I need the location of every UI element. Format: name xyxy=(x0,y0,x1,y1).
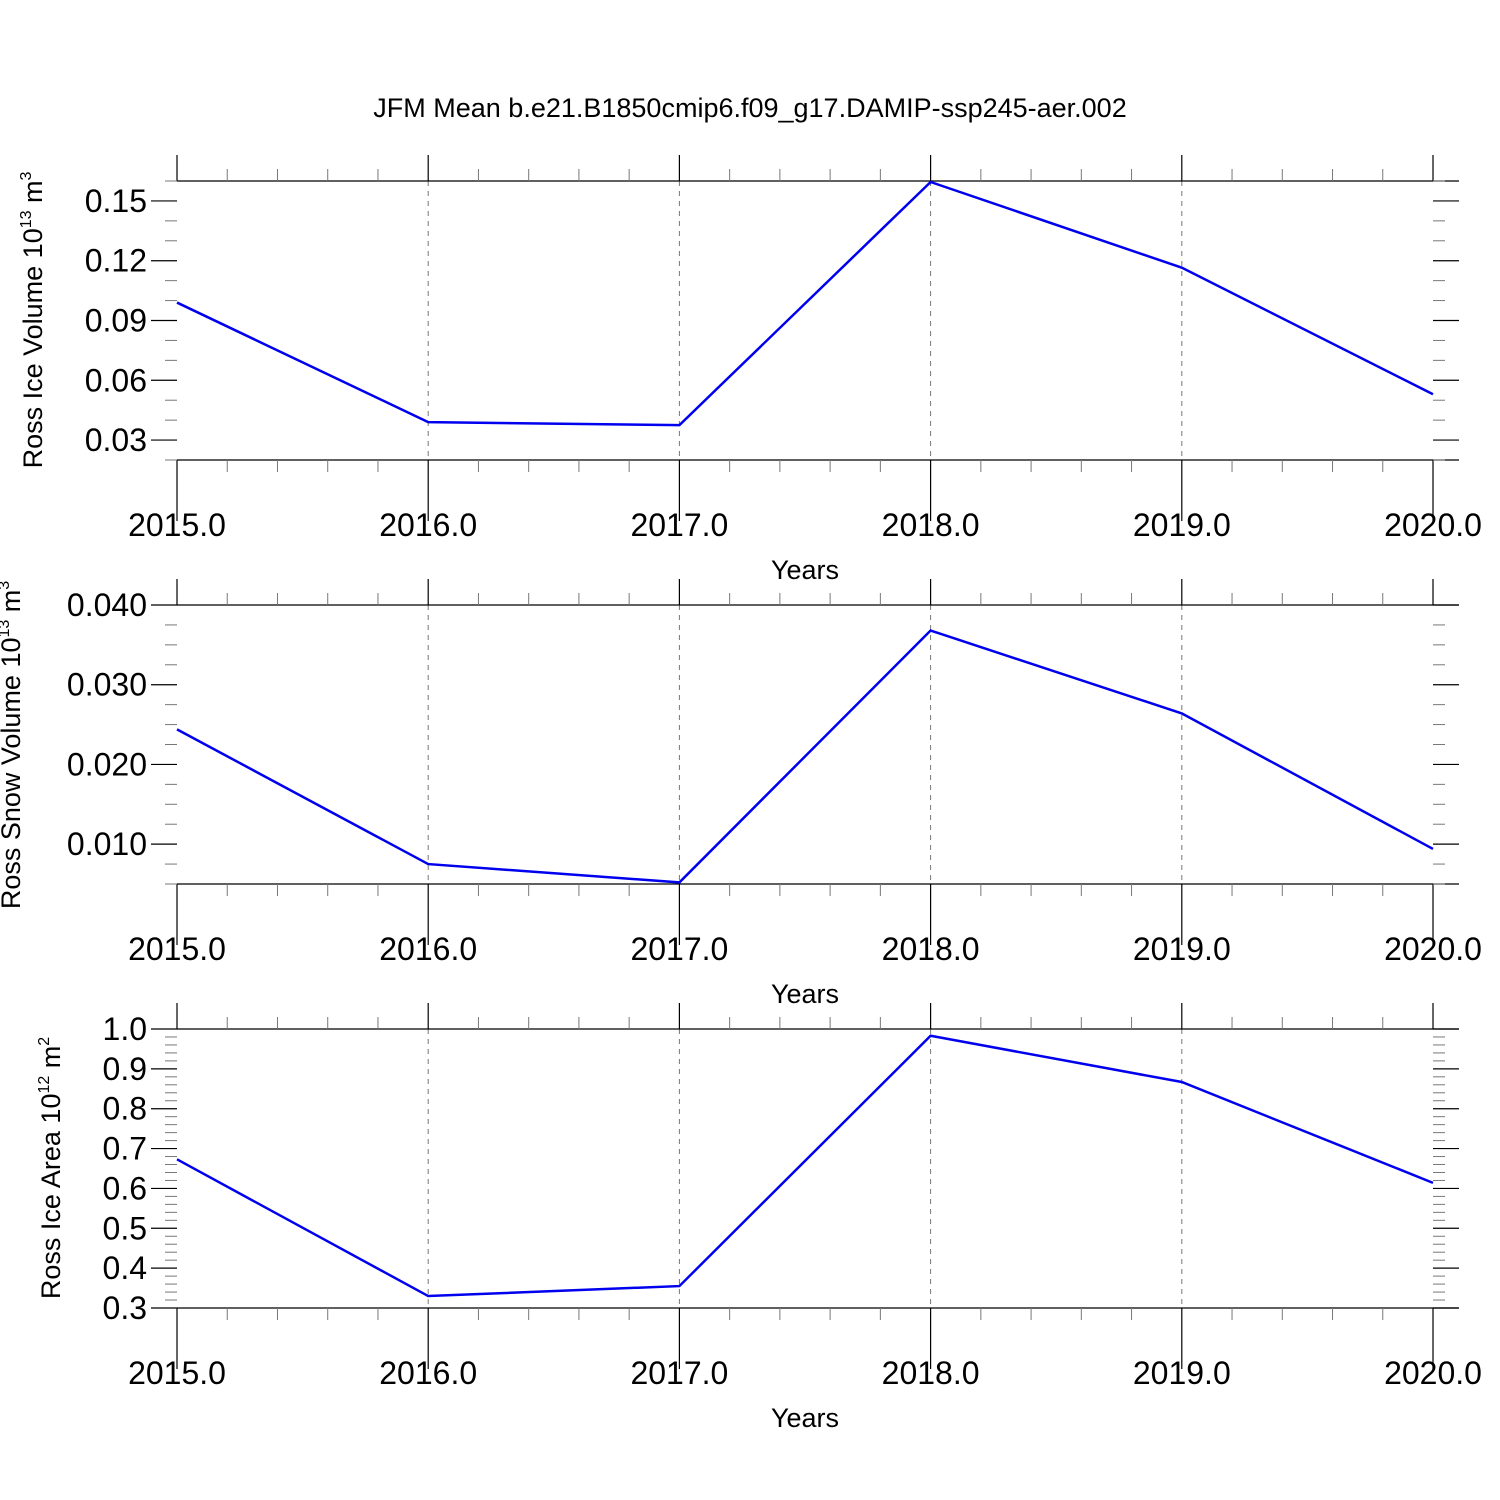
y-tick-label: 0.5 xyxy=(103,1210,147,1246)
x-tick-label: 2018.0 xyxy=(882,1355,980,1391)
y-tick-label: 0.020 xyxy=(67,746,147,782)
y-tick-label: 0.15 xyxy=(85,183,147,219)
y-tick-label: 0.9 xyxy=(103,1051,147,1087)
y-tick-label: 0.03 xyxy=(85,422,147,458)
x-tick-label: 2016.0 xyxy=(379,507,477,543)
y-tick-label: 0.040 xyxy=(67,587,147,623)
y-tick-label: 0.030 xyxy=(67,667,147,703)
y-axis-title: Ross Ice Area 1012 m2 xyxy=(36,1037,66,1299)
y-tick-label: 0.6 xyxy=(103,1170,147,1206)
chart-title: JFM Mean b.e21.B1850cmip6.f09_g17.DAMIP-… xyxy=(373,93,1126,123)
x-tick-label: 2019.0 xyxy=(1133,931,1231,967)
x-tick-label: 2017.0 xyxy=(630,931,728,967)
panel-2: 0.010 0.020 0.030 0.040 2015.0 2016.0 2017.0 20… xyxy=(0,579,1482,1009)
y-tick-label: 0.09 xyxy=(85,303,147,339)
series-line xyxy=(176,629,1434,884)
panel-1: 0.03 0.06 0.09 0.12 0.15 2015.0 2016.0 2017.0 20… xyxy=(18,155,1482,585)
y-tick-label: 0.12 xyxy=(85,243,147,279)
series-line xyxy=(176,180,1434,427)
x-tick-label: 2015.0 xyxy=(128,931,226,967)
x-tick-label: 2020.0 xyxy=(1384,507,1482,543)
x-tick-label: 2020.0 xyxy=(1384,1355,1482,1391)
x-axis-title: Years xyxy=(771,1403,839,1433)
series-line xyxy=(176,1034,1434,1298)
y-axis-title: Ross Ice Volume 1013 m3 xyxy=(18,171,48,468)
x-tick-label: 2016.0 xyxy=(379,931,477,967)
x-axis-title: Years xyxy=(771,555,839,585)
x-tick-label: 2017.0 xyxy=(630,507,728,543)
x-tick-label: 2018.0 xyxy=(882,507,980,543)
y-tick-label: 0.3 xyxy=(103,1290,147,1326)
y-tick-label: 1.0 xyxy=(103,1011,147,1047)
x-tick-label: 2015.0 xyxy=(128,507,226,543)
x-axis-title: Years xyxy=(771,979,839,1009)
y-tick-label: 0.4 xyxy=(103,1250,147,1286)
x-tick-label: 2017.0 xyxy=(630,1355,728,1391)
x-tick-label: 2018.0 xyxy=(882,931,980,967)
panel-3: 0.3 0.4 0.5 0.60.7 0.8 0.9 1.0 2015.0 2016.0 2017… xyxy=(36,1003,1482,1433)
y-tick-label: 0.010 xyxy=(67,826,147,862)
x-tick-label: 2019.0 xyxy=(1133,1355,1231,1391)
y-tick-label: 0.7 xyxy=(103,1131,147,1167)
x-tick-label: 2015.0 xyxy=(128,1355,226,1391)
x-tick-label: 2019.0 xyxy=(1133,507,1231,543)
x-tick-label: 2020.0 xyxy=(1384,931,1482,967)
y-axis-title: Ross Snow Volume 1013 m3 xyxy=(0,581,26,909)
y-tick-label: 0.8 xyxy=(103,1091,147,1127)
y-tick-label: 0.06 xyxy=(85,362,147,398)
x-tick-label: 2016.0 xyxy=(379,1355,477,1391)
